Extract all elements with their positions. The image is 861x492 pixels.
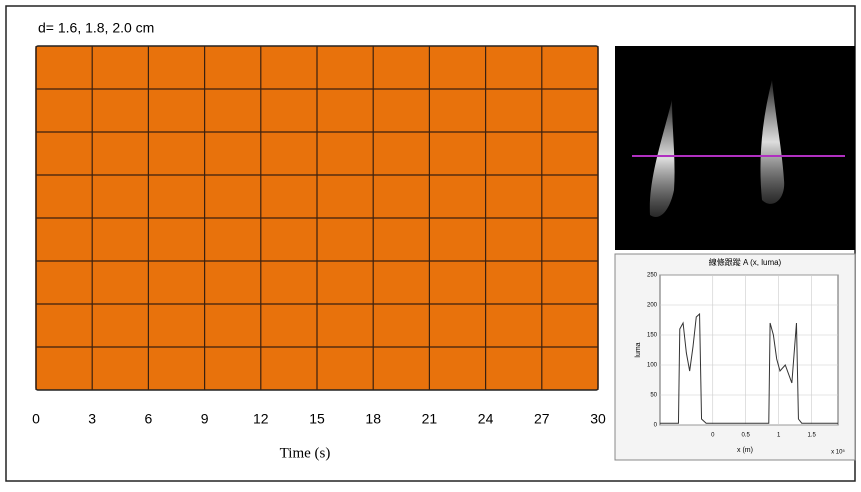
inset-title: 線條跟蹤 A (x, luma) [709, 257, 782, 267]
chart-title: d= 1.6, 1.8, 2.0 cm [38, 20, 154, 36]
y-tick-label: 150 [647, 333, 658, 339]
x-tick-label: 12 [253, 411, 269, 427]
y-tick-label: 200 [647, 303, 658, 309]
inset-y-label: luma [635, 342, 642, 357]
x-tick-label: 3 [88, 411, 96, 427]
flame-image [615, 46, 855, 250]
x-tick-label: 27 [534, 411, 550, 427]
y-tick-label: 50 [650, 393, 657, 399]
x-tick-label: 24 [478, 411, 494, 427]
figure: d= 1.6, 1.8, 2.0 cm Time (s) 線條跟蹤 A (x, … [0, 0, 861, 487]
x-tick-label: 18 [365, 411, 381, 427]
x-tick-label: 0 [32, 411, 40, 427]
x-tick-label: 0.5 [742, 433, 751, 439]
x-tick-label: 15 [309, 411, 325, 427]
x-tick-label: 9 [201, 411, 209, 427]
y-tick-label: 250 [647, 273, 658, 279]
x-tick-label: 21 [422, 411, 438, 427]
x-tick-label: 1.5 [807, 433, 816, 439]
x-tick-label: 30 [590, 411, 606, 427]
inset-x-label: x (m) [737, 447, 753, 454]
y-tick-label: 100 [647, 363, 658, 369]
x-tick-label: 6 [145, 411, 153, 427]
plot-area [660, 275, 838, 425]
inset-multiplier: x 10⁵ [831, 449, 845, 456]
x-axis-label: Time (s) [280, 445, 331, 461]
